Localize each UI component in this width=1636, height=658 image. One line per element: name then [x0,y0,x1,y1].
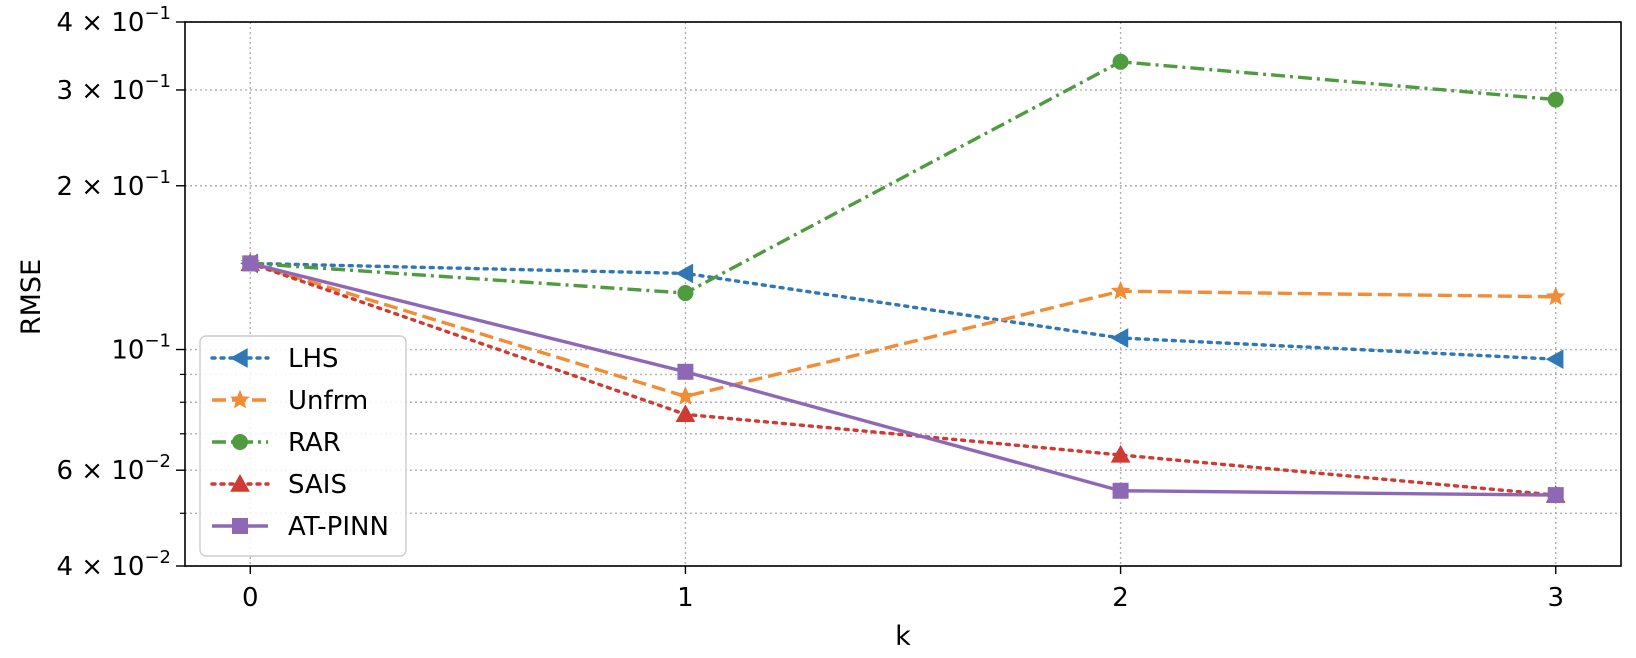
series-at-pinn [242,255,1564,504]
series-sais [240,253,1566,503]
data-point [675,386,696,405]
legend-marker [230,389,250,409]
x-tick-label: 0 [242,583,259,613]
x-tick-label: 1 [677,583,694,613]
legend-item-unfrm: Unfrm [212,386,368,416]
x-axis-title: k [895,621,911,652]
data-point [1110,328,1129,348]
data-point [675,263,694,284]
legend-marker [232,518,248,534]
data-point [1547,487,1564,504]
legend-marker [230,473,250,492]
legend-item-at-pinn: AT-PINN [212,512,389,542]
plot-frame [184,21,1622,567]
data-point [1110,444,1131,463]
y-tick-label: 6 × 10−2 [57,451,172,486]
x-tick-label: 3 [1547,583,1564,613]
y-tick-label: 4 × 10−2 [57,547,172,582]
legend-box [199,335,407,557]
series-line [250,60,1556,295]
y-tick-label: 3 × 10−1 [57,71,172,106]
axes: 0 1 2 3 4 × 10−2 6 × 10−2 10−1 2 × 10−1 3 × 10−1… [57,3,1565,613]
legend-marker [232,434,248,450]
legend-item-rar: RAR [212,428,341,458]
series-layer [240,53,1566,504]
data-point [242,255,259,272]
y-axis-title: RMSE [16,259,47,335]
y-tick-label: 2 × 10−1 [57,167,172,202]
legend-label: Unfrm [288,386,368,416]
legend: LHS Unfrm RAR SAIS AT-PINN [199,335,407,557]
legend-label: AT-PINN [288,512,389,542]
series-lhs [240,253,1564,370]
data-point [677,285,694,302]
data-point [1545,286,1566,306]
y-tick-label: 4 × 10−1 [57,3,172,38]
y-tick-label: 10−1 [111,331,171,366]
data-point [1110,280,1131,300]
data-point [675,404,696,423]
series-rar [242,53,1564,302]
data-point [1547,91,1564,108]
data-point [1112,53,1129,70]
data-point [1545,349,1564,370]
legend-label: LHS [288,344,339,374]
data-point [677,363,694,380]
data-point [1112,482,1129,499]
legend-marker [229,348,248,368]
legend-label: RAR [288,428,341,458]
series-line [249,261,1556,497]
legend-item-lhs: LHS [210,344,339,374]
series-line [249,261,1556,399]
series-line [248,261,1558,497]
series-line [248,261,1558,361]
x-tick-label: 2 [1112,583,1129,613]
legend-label: SAIS [288,470,347,500]
legend-item-sais: SAIS [210,470,347,500]
